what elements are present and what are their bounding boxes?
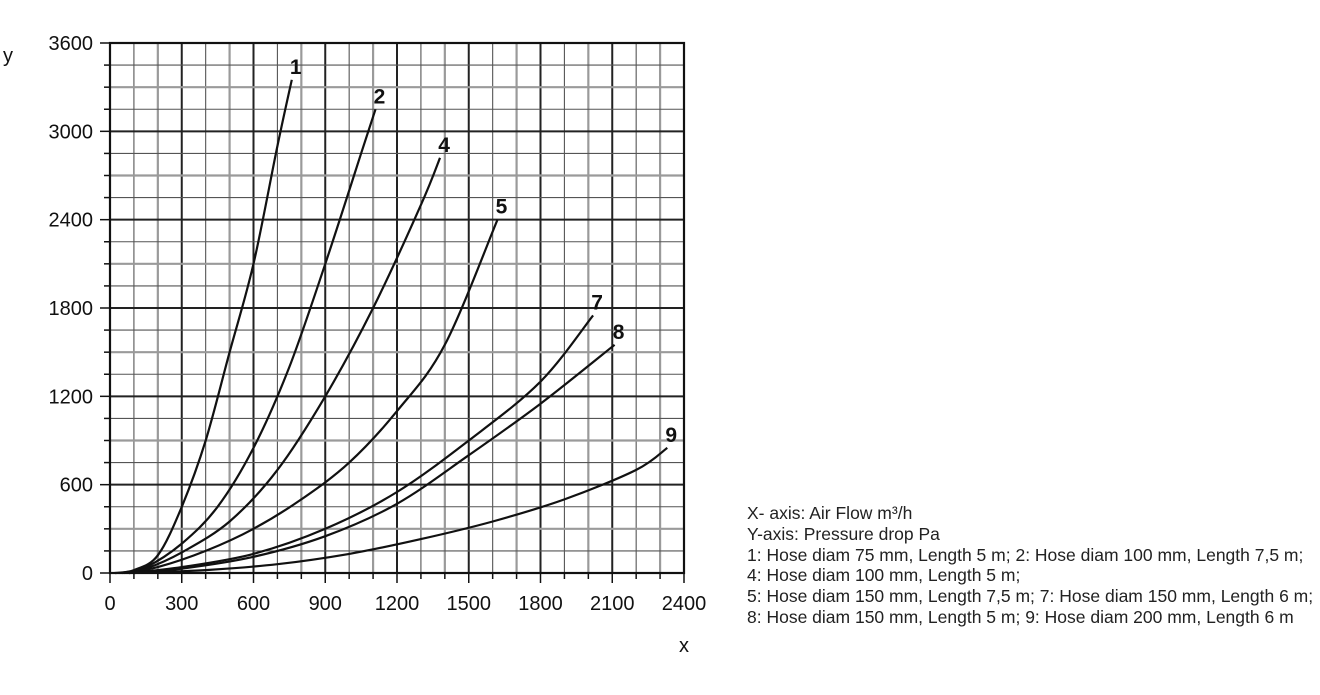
y-tick-label: 1200 (49, 386, 94, 408)
y-tick-label: 600 (60, 475, 93, 497)
tick-labels: 0 300 600 900 1200 1500 1800 2100 24000600120018… (49, 33, 707, 615)
x-tick-label: 1500 (447, 593, 492, 615)
curve-1 (114, 79, 293, 575)
curve-label-8: 8 (613, 321, 625, 344)
curve-label-1: 1 (290, 56, 302, 79)
curve-label-9: 9 (665, 424, 677, 447)
x-tick-label: 2400 (662, 593, 707, 615)
x-tick-label: 0 (104, 593, 115, 615)
y-axis-label: y (3, 45, 13, 67)
x-tick-label: 2100 (590, 593, 635, 615)
x-tick-label: 600 (237, 593, 270, 615)
legend-line-hoses-1-2-4: 1: Hose diam 75 mm, Length 5 m; 2: Hose … (747, 544, 1304, 586)
legend-line-hoses-8-9: 8: Hose diam 150 mm, Length 5 m; 9: Hose… (747, 606, 1294, 627)
legend-line-x-axis: X- axis: Air Flow m³/h (747, 503, 913, 523)
curve-label-5: 5 (496, 196, 508, 219)
pressure-drop-chart: 1 2 4 5 78 9 0 300 600 900 1200 1500 1800 2100 2400 0 6… (3, 33, 707, 657)
x-tick-label: 1200 (375, 593, 420, 615)
curve-5 (124, 219, 499, 575)
curves: 1 2 4 5 78 9 (114, 56, 677, 575)
y-tick-label: 2400 (49, 210, 94, 232)
curve-label-4: 4 (438, 134, 450, 157)
y-tick-label: 1800 (49, 298, 94, 320)
curve-label-7: 7 (591, 291, 603, 314)
curve-2 (119, 108, 377, 575)
curve-4 (121, 157, 442, 575)
curve-9 (133, 446, 668, 575)
x-tick-label: 300 (165, 593, 198, 615)
grid (100, 42, 685, 583)
plot-frame (108, 41, 686, 575)
legend-line-hoses-5-7: 5: Hose diam 150 mm, Length 7,5 m; 7: Ho… (747, 586, 1314, 607)
x-tick-label: 1800 (518, 593, 563, 615)
y-tick-label: 3000 (49, 121, 94, 143)
y-tick-label: 3600 (49, 33, 94, 55)
curve-8 (129, 343, 616, 575)
curve-7 (128, 314, 594, 575)
legend-text: X- axis: Air Flow m³/h Y-axis: Pressure … (747, 503, 1320, 628)
legend-line-y-axis: Y-axis: Pressure drop Pa (747, 523, 940, 544)
y-tick-label: 0 (82, 563, 93, 585)
x-tick-label: 900 (309, 593, 342, 615)
curve-label-2: 2 (374, 85, 386, 108)
x-axis-label: x (679, 635, 689, 657)
